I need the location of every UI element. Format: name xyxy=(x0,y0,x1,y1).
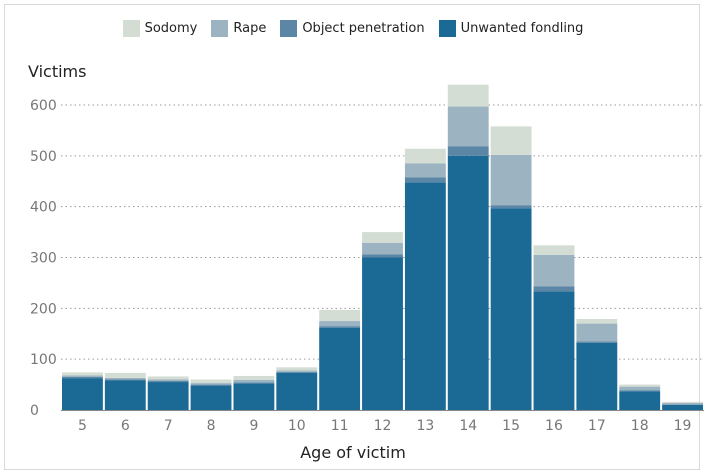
bar-unwanted-fondling-age-9 xyxy=(233,383,275,410)
bar-rape-age-7 xyxy=(147,379,189,382)
x-tick-label-9: 9 xyxy=(249,418,258,434)
y-tick-label-500: 500 xyxy=(30,149,57,165)
x-tick-label-8: 8 xyxy=(207,418,216,434)
bar-object-penetration-age-19 xyxy=(662,404,703,405)
x-tick-label-12: 12 xyxy=(374,418,392,434)
bar-unwanted-fondling-age-5 xyxy=(62,378,103,410)
x-tick-label-7: 7 xyxy=(164,418,173,434)
bar-rape-age-18 xyxy=(619,386,661,391)
y-tick-label-0: 0 xyxy=(30,403,39,419)
bar-sodomy-age-10 xyxy=(276,367,318,371)
legend-swatch-rape xyxy=(211,20,229,37)
x-tick-label-19: 19 xyxy=(674,418,692,434)
bar-object-penetration-age-17 xyxy=(576,341,618,343)
y-tick-label-600: 600 xyxy=(30,98,57,114)
legend: Sodomy Rape Object penetration Unwanted … xyxy=(0,20,706,37)
bar-rape-age-5 xyxy=(62,375,103,377)
bar-object-penetration-age-12 xyxy=(362,254,403,258)
bar-sodomy-age-13 xyxy=(404,148,446,164)
legend-label-unwanted-fondling: Unwanted fondling xyxy=(460,21,584,36)
bar-object-penetration-age-10 xyxy=(276,371,318,373)
legend-item-sodomy: Sodomy xyxy=(122,20,198,37)
bar-unwanted-fondling-age-8 xyxy=(190,385,232,410)
bar-object-penetration-age-5 xyxy=(62,376,103,379)
bar-sodomy-age-15 xyxy=(490,126,532,155)
bar-rape-age-10 xyxy=(276,370,318,372)
bar-object-penetration-age-18 xyxy=(619,390,661,392)
x-tick-label-5: 5 xyxy=(78,418,87,434)
bar-unwanted-fondling-age-15 xyxy=(490,208,532,410)
legend-swatch-unwanted-fondling xyxy=(438,20,456,37)
bar-sodomy-age-5 xyxy=(62,372,103,376)
bar-unwanted-fondling-age-7 xyxy=(147,382,189,410)
bar-object-penetration-age-16 xyxy=(533,286,575,292)
y-tick-label-300: 300 xyxy=(30,251,57,267)
x-tick-label-6: 6 xyxy=(121,418,130,434)
bar-rape-age-9 xyxy=(233,380,275,383)
y-tick-label-200: 200 xyxy=(30,301,57,317)
bar-unwanted-fondling-age-17 xyxy=(576,342,618,410)
legend-item-rape: Rape xyxy=(211,20,266,37)
x-tick-label-17: 17 xyxy=(588,418,606,434)
chart-frame xyxy=(4,4,700,470)
bar-object-penetration-age-8 xyxy=(190,384,232,386)
bar-object-penetration-age-6 xyxy=(104,379,146,381)
bar-rape-age-19 xyxy=(662,402,703,405)
bar-unwanted-fondling-age-16 xyxy=(533,291,575,410)
bar-rape-age-8 xyxy=(190,383,232,385)
bar-sodomy-age-17 xyxy=(576,319,618,324)
x-tick-label-11: 11 xyxy=(331,418,349,434)
bar-sodomy-age-16 xyxy=(533,245,575,255)
bar-object-penetration-age-13 xyxy=(404,177,446,183)
bar-unwanted-fondling-age-6 xyxy=(104,380,146,410)
y-tick-label-100: 100 xyxy=(30,352,57,368)
bar-unwanted-fondling-age-10 xyxy=(276,372,318,410)
bar-object-penetration-age-9 xyxy=(233,382,275,384)
x-axis-label: Age of victim xyxy=(300,443,406,462)
bar-unwanted-fondling-age-12 xyxy=(362,257,403,410)
bar-object-penetration-age-11 xyxy=(319,326,361,328)
legend-swatch-object-penetration xyxy=(280,20,298,37)
bar-unwanted-fondling-age-19 xyxy=(662,404,703,410)
bar-unwanted-fondling-age-14 xyxy=(447,155,489,410)
legend-swatch-sodomy xyxy=(122,20,140,37)
bar-rape-age-17 xyxy=(576,323,618,342)
bar-sodomy-age-19 xyxy=(662,401,703,403)
legend-item-object-penetration: Object penetration xyxy=(280,20,425,37)
bar-unwanted-fondling-age-18 xyxy=(619,391,661,410)
bar-object-penetration-age-15 xyxy=(490,205,532,209)
bar-rape-age-15 xyxy=(490,154,532,206)
bar-unwanted-fondling-age-11 xyxy=(319,327,361,410)
bar-sodomy-age-18 xyxy=(619,384,661,387)
bar-sodomy-age-9 xyxy=(233,375,275,381)
bar-unwanted-fondling-age-13 xyxy=(404,182,446,410)
bar-rape-age-12 xyxy=(362,242,403,255)
legend-label-object-penetration: Object penetration xyxy=(302,21,425,36)
x-tick-label-16: 16 xyxy=(545,418,563,434)
x-tick-label-14: 14 xyxy=(459,418,477,434)
bar-object-penetration-age-7 xyxy=(147,381,189,383)
y-tick-label-400: 400 xyxy=(30,200,57,216)
bar-sodomy-age-8 xyxy=(190,379,232,384)
bar-object-penetration-age-14 xyxy=(447,146,489,156)
bar-sodomy-age-7 xyxy=(147,376,189,380)
bar-rape-age-16 xyxy=(533,254,575,287)
x-tick-label-13: 13 xyxy=(416,418,434,434)
bar-rape-age-6 xyxy=(104,377,146,380)
x-tick-label-15: 15 xyxy=(502,418,520,434)
legend-item-unwanted-fondling: Unwanted fondling xyxy=(438,20,584,37)
legend-label-sodomy: Sodomy xyxy=(144,21,198,36)
bar-rape-age-11 xyxy=(319,321,361,327)
bar-sodomy-age-11 xyxy=(319,309,361,322)
x-tick-label-10: 10 xyxy=(288,418,306,434)
x-tick-label-18: 18 xyxy=(631,418,649,434)
bar-rape-age-13 xyxy=(404,163,446,178)
bar-sodomy-age-14 xyxy=(447,84,489,107)
bar-rape-age-14 xyxy=(447,106,489,147)
legend-label-rape: Rape xyxy=(233,21,267,36)
y-axis-label: Victims xyxy=(28,62,87,81)
bar-sodomy-age-12 xyxy=(362,232,403,243)
bar-sodomy-age-6 xyxy=(104,372,146,378)
